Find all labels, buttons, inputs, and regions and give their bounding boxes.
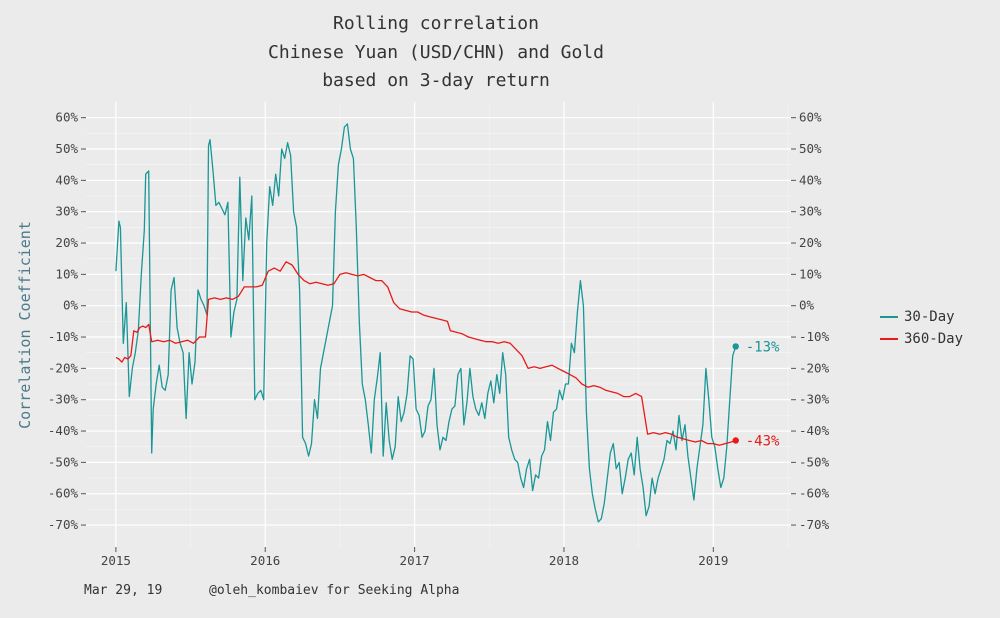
y-tick-label-right: 30%	[799, 204, 822, 219]
x-tick-label: 2019	[698, 553, 728, 568]
chart-title-line-1: Rolling correlation	[333, 13, 539, 34]
y-tick-label-right: -40%	[799, 423, 830, 438]
y-tick-label-right: -20%	[799, 360, 830, 375]
y-tick-label-right: 10%	[799, 266, 822, 281]
x-tick-label: 2017	[400, 553, 430, 568]
end-label-360-day: -43%	[746, 433, 780, 449]
legend-swatch-360-day	[880, 338, 898, 340]
y-tick-label-left: 60%	[55, 110, 78, 125]
y-tick-label-right: 0%	[799, 298, 815, 313]
legend-item-30-day: 30-Day	[880, 306, 963, 328]
y-tick-label-right: -70%	[799, 517, 830, 532]
chart-title-line-2: Chinese Yuan (USD/CHN) and Gold	[268, 42, 604, 63]
y-axis-label: Correlation Coefficient	[16, 221, 34, 429]
y-tick-label-left: -50%	[48, 454, 79, 469]
y-tick-label-right: -50%	[799, 454, 830, 469]
y-tick-label-right: 20%	[799, 235, 822, 250]
end-point-360-day	[732, 437, 739, 444]
y-tick-label-right: -60%	[799, 486, 830, 501]
series-layer: -13% -43%	[115, 123, 780, 523]
x-tick-label: 2015	[101, 553, 131, 568]
y-tick-label-right: -10%	[799, 329, 830, 344]
y-tick-label-left: 50%	[55, 141, 78, 156]
y-tick-label-left: -70%	[48, 517, 79, 532]
grid	[86, 102, 791, 547]
y-tick-label-left: 10%	[55, 266, 78, 281]
end-point-30-day	[732, 343, 739, 350]
y-tick-label-left: -60%	[48, 486, 79, 501]
legend-item-360-day: 360-Day	[880, 328, 963, 350]
x-tick-label: 2018	[549, 553, 579, 568]
series-line-360-day	[115, 261, 736, 446]
y-tick-label-right: 60%	[799, 110, 822, 125]
y-tick-label-left: 0%	[63, 298, 79, 313]
y-tick-label-left: -10%	[48, 329, 79, 344]
y-tick-label-left: 40%	[55, 172, 78, 187]
y-tick-label-left: -20%	[48, 360, 79, 375]
legend-swatch-30-day	[880, 316, 898, 318]
y-tick-label-left: 20%	[55, 235, 78, 250]
axes: 60% 60% 50% 50% 40% 40% 30% 30% 20% 20% 10% 10% 0% 0%…	[48, 110, 830, 568]
chart-title-line-3: based on 3-day return	[322, 70, 550, 91]
plot-panel	[86, 102, 791, 547]
legend-label-30-day: 30-Day	[904, 309, 955, 325]
caption-credit: @oleh_kombaiev for Seeking Alpha	[209, 583, 460, 598]
y-tick-label-left: -30%	[48, 392, 79, 407]
x-tick-label: 2016	[250, 553, 280, 568]
y-tick-label-left: 30%	[55, 204, 78, 219]
y-tick-label-right: 50%	[799, 141, 822, 156]
legend-label-360-day: 360-Day	[904, 331, 964, 347]
y-tick-label-left: -40%	[48, 423, 79, 438]
y-tick-label-right: 40%	[799, 172, 822, 187]
series-line-30-day	[115, 123, 737, 523]
caption-date: Mar 29, 19	[84, 583, 163, 598]
end-label-30-day: -13%	[746, 339, 780, 355]
y-tick-label-right: -30%	[799, 392, 830, 407]
legend: 30-Day 360-Day	[880, 306, 963, 350]
